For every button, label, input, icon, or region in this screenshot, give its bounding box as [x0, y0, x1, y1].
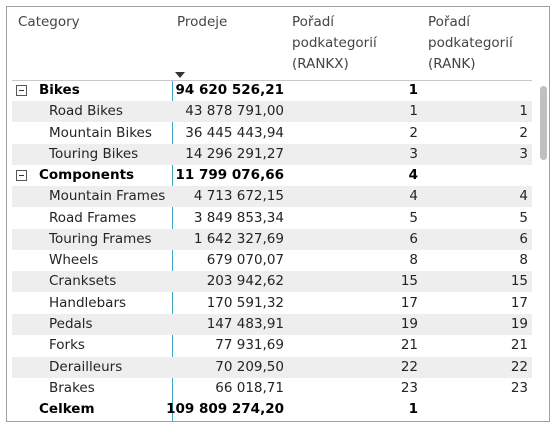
cell: 94 620 526,21	[175, 82, 284, 98]
cell: 109 809 274,20	[166, 401, 284, 418]
row-label: Handlebars	[49, 294, 127, 311]
row-label: Pedals	[49, 315, 93, 332]
row-label: Celkem	[39, 401, 95, 418]
row-label: Derailleurs	[49, 358, 123, 375]
cell: 6	[519, 230, 528, 247]
cell: 66 018,71	[215, 379, 284, 396]
cell: 8	[519, 252, 528, 269]
cell: 203 942,62	[206, 273, 284, 290]
cell: 6	[409, 230, 418, 247]
cell: 1 642 327,69	[193, 230, 284, 247]
row-label: Touring Frames	[49, 230, 152, 247]
row-label: Mountain Bikes	[49, 124, 152, 141]
cell: 21	[510, 337, 528, 354]
cell: 1	[408, 401, 418, 418]
cell: 679 070,07	[206, 252, 284, 269]
cell: 77 931,69	[215, 337, 284, 354]
column-header[interactable]: Prodeje	[177, 14, 228, 30]
row-label: Mountain Frames	[49, 188, 166, 205]
cell: 3 849 853,34	[193, 209, 284, 226]
row-label: Brakes	[49, 379, 95, 396]
row-background	[12, 356, 532, 378]
row-label: Cranksets	[49, 273, 117, 290]
cell: 170 591,32	[206, 294, 284, 311]
cell: 15	[510, 273, 528, 290]
column-header[interactable]: Category	[18, 14, 80, 30]
cell: 5	[519, 209, 528, 226]
frame	[6, 6, 550, 422]
cell: 22	[400, 358, 418, 375]
cell: 1	[408, 82, 418, 98]
cell: 2	[409, 124, 418, 141]
sort-arrow	[175, 72, 185, 78]
cell: 43 878 791,00	[185, 103, 284, 120]
cell: 1	[519, 103, 528, 120]
cell: 1	[409, 103, 418, 120]
header-divider	[12, 80, 532, 81]
cell: 21	[400, 337, 418, 354]
column-header[interactable]: Pořadí podkategorií (RANKX)	[292, 14, 377, 72]
cell: 8	[409, 252, 418, 269]
cell: 3	[409, 145, 418, 162]
row-label: Components	[39, 167, 135, 184]
row-label: Road Frames	[49, 209, 137, 226]
row-background	[12, 228, 532, 250]
cell: 19	[510, 315, 528, 332]
row-background	[12, 271, 532, 293]
row-background	[12, 101, 532, 123]
cell: 4	[408, 167, 418, 184]
cell: 5	[409, 209, 418, 226]
cell: 147 483,91	[206, 315, 284, 332]
cell: 70 209,50	[215, 358, 284, 375]
cell: 4	[519, 188, 528, 205]
cell: 22	[510, 358, 528, 375]
row-background	[12, 143, 532, 165]
row-label: Road Bikes	[49, 103, 123, 120]
scrollbar-thumb[interactable]	[540, 86, 547, 160]
cell: 3	[519, 145, 528, 162]
cell: 17	[510, 294, 528, 311]
row-background	[12, 313, 532, 335]
cell: 2	[519, 124, 528, 141]
collapse-button[interactable]	[16, 85, 27, 96]
row-label: Bikes	[39, 82, 80, 98]
row-label: Wheels	[49, 252, 99, 269]
row-label: Forks	[49, 337, 85, 354]
cell: 23	[510, 379, 528, 396]
column-divider	[172, 80, 173, 422]
column-header[interactable]: Pořadí podkategorií (RANK)	[428, 14, 513, 72]
cell: 19	[400, 315, 418, 332]
cell: 14 296 291,27	[185, 145, 284, 162]
cell: 4	[409, 188, 418, 205]
row-label: Touring Bikes	[49, 145, 139, 162]
cell: 4 713 672,15	[193, 188, 284, 205]
collapse-button[interactable]	[16, 170, 27, 182]
cell: 15	[400, 273, 418, 290]
cell: 11 799 076,66	[175, 167, 284, 184]
cell: 17	[400, 294, 418, 311]
cell: 36 445 443,94	[185, 124, 284, 141]
cell: 23	[400, 379, 418, 396]
row-background	[12, 186, 532, 208]
